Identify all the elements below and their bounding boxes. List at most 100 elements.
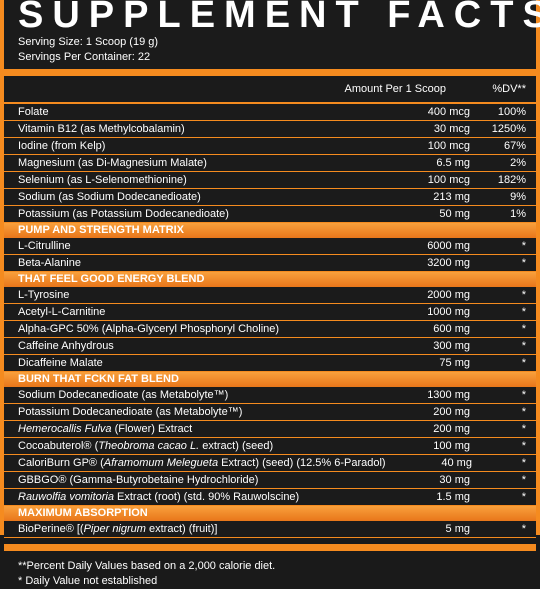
ingredient-dv: *	[521, 357, 526, 369]
ingredient-name: Potassium (as Potassium Dodecanedioate)	[18, 208, 229, 220]
ingredient-dv: *	[521, 323, 526, 335]
table-row: Potassium Dodecanedioate (as Metabolyte™…	[4, 404, 536, 421]
table-row: Hemerocallis Fulva (Flower) Extract 200 m…	[4, 421, 536, 438]
ingredient-name: L-Tyrosine	[18, 289, 70, 301]
ingredient-amount: 30 mcg	[433, 123, 470, 135]
ingredient-name: CaloriBurn GP® (Aframomum Melegueta Extr…	[18, 457, 386, 469]
ingredient-amount: 6.5 mg	[436, 157, 470, 169]
ingredient-dv: *	[521, 306, 526, 318]
table-row: GBBGO® (Gamma-Butyrobetaine Hydrochlorid…	[4, 472, 536, 489]
servings-per-container: Servings Per Container: 22	[18, 51, 151, 63]
section-header: PUMP AND STRENGTH MATRIX	[4, 223, 536, 238]
table-row: BioPerine® [(Piper nigrum extract) (frui…	[4, 521, 536, 538]
ingredient-dv: 100%	[497, 106, 526, 118]
ingredient-amount: 400 mcg	[427, 106, 470, 118]
table-row: Sodium (as Sodium Dodecanedioate) 213 mg 9…	[4, 189, 536, 206]
table-row: Selenium (as L-Selenomethionine) 100 mcg 1…	[4, 172, 536, 189]
table-row: Beta-Alanine 3200 mg *	[4, 255, 536, 272]
ingredient-dv: *	[521, 257, 526, 269]
ingredient-amount: 6000 mg	[427, 240, 470, 252]
ingredient-amount: 50 mg	[439, 208, 470, 220]
ingredient-dv: *	[521, 423, 526, 435]
footnote-not-established: * Daily Value not established	[18, 575, 158, 587]
ingredient-name: Iodine (from Kelp)	[18, 140, 106, 152]
amount-column-label: Amount Per 1 Scoop	[344, 83, 446, 95]
table-row: Cocoabuterol® (Theobroma cacao L. extrac…	[4, 438, 536, 455]
ingredient-name: Magnesium (as Di-Magnesium Malate)	[18, 157, 207, 169]
ingredient-name: Rauwolfia vomitoria Extract (root) (std.…	[18, 491, 300, 503]
ingredient-name: Caffeine Anhydrous	[18, 340, 114, 352]
ingredient-dv: *	[521, 491, 526, 503]
ingredient-name: Beta-Alanine	[18, 257, 81, 269]
ingredient-name: Alpha-GPC 50% (Alpha-Glyceryl Phosphoryl…	[18, 323, 280, 335]
section-header: BURN THAT FCKN FAT BLEND	[4, 372, 536, 387]
table-row: Caffeine Anhydrous 300 mg *	[4, 338, 536, 355]
ingredient-name: BioPerine® [(Piper nigrum extract) (frui…	[18, 523, 218, 535]
ingredient-name: Folate	[18, 106, 49, 118]
dv-column-label: %DV**	[492, 83, 526, 95]
section-header: THAT FEEL GOOD ENERGY BLEND	[4, 272, 536, 287]
ingredient-dv: *	[521, 474, 526, 486]
section-header: MAXIMUM ABSORPTION	[4, 506, 536, 521]
table-row: Folate 400 mcg 100%	[4, 104, 536, 121]
ingredient-amount: 1300 mg	[427, 389, 470, 401]
ingredient-name: Vitamin B12 (as Methylcobalamin)	[18, 123, 185, 135]
ingredient-dv: *	[521, 457, 526, 469]
facts-table: Folate 400 mcg 100% Vitamin B12 (as Methylc…	[4, 104, 536, 538]
ingredient-dv: 1250%	[491, 123, 526, 135]
ingredient-name: Selenium (as L-Selenomethionine)	[18, 174, 187, 186]
table-row: L-Tyrosine 2000 mg *	[4, 287, 536, 304]
ingredient-amount: 100 mcg	[427, 174, 470, 186]
ingredient-name: Acetyl-L-Carnitine	[18, 306, 106, 318]
column-header: Amount Per 1 Scoop %DV**	[4, 76, 536, 104]
ingredient-amount: 100 mg	[433, 440, 470, 452]
ingredient-name: Dicaffeine Malate	[18, 357, 103, 369]
ingredient-amount: 300 mg	[433, 340, 470, 352]
ingredient-amount: 100 mcg	[427, 140, 470, 152]
table-row: Iodine (from Kelp) 100 mcg 67%	[4, 138, 536, 155]
ingredient-dv: 2%	[510, 157, 526, 169]
ingredient-amount: 5 mg	[445, 523, 470, 535]
ingredient-amount: 30 mg	[439, 474, 470, 486]
ingredient-name: Sodium (as Sodium Dodecanedioate)	[18, 191, 201, 203]
ingredient-name: Cocoabuterol® (Theobroma cacao L. extrac…	[18, 440, 274, 452]
table-row: Rauwolfia vomitoria Extract (root) (std.…	[4, 489, 536, 506]
table-row: Alpha-GPC 50% (Alpha-Glyceryl Phosphoryl…	[4, 321, 536, 338]
ingredient-amount: 600 mg	[433, 323, 470, 335]
ingredient-amount: 213 mg	[433, 191, 470, 203]
ingredient-dv: 9%	[510, 191, 526, 203]
table-row: Vitamin B12 (as Methylcobalamin) 30 mcg 12…	[4, 121, 536, 138]
table-row: Magnesium (as Di-Magnesium Malate) 6.5 mg…	[4, 155, 536, 172]
ingredient-dv: *	[521, 240, 526, 252]
ingredient-name: L-Citrulline	[18, 240, 71, 252]
ingredient-dv: *	[521, 523, 526, 535]
ingredient-name: Hemerocallis Fulva (Flower) Extract	[18, 423, 193, 435]
ingredient-name: Sodium Dodecanedioate (as Metabolyte™)	[18, 389, 229, 401]
ingredient-amount: 2000 mg	[427, 289, 470, 301]
table-row: Acetyl-L-Carnitine 1000 mg *	[4, 304, 536, 321]
ingredient-dv: *	[521, 289, 526, 301]
ingredient-amount: 1.5 mg	[436, 491, 470, 503]
ingredient-dv: *	[521, 340, 526, 352]
serving-size: Serving Size: 1 Scoop (19 g)	[18, 36, 159, 48]
table-row: L-Citrulline 6000 mg *	[4, 238, 536, 255]
ingredient-amount: 3200 mg	[427, 257, 470, 269]
ingredient-dv: *	[521, 389, 526, 401]
ingredient-dv: 1%	[510, 208, 526, 220]
table-row: Dicaffeine Malate 75 mg *	[4, 355, 536, 372]
ingredient-amount: 40 mg	[441, 457, 472, 469]
table-row: Sodium Dodecanedioate (as Metabolyte™) 13…	[4, 387, 536, 404]
ingredient-dv: *	[521, 440, 526, 452]
ingredient-dv: 67%	[503, 140, 526, 152]
top-divider	[4, 69, 536, 76]
ingredient-amount: 200 mg	[433, 406, 470, 418]
ingredient-amount: 1000 mg	[427, 306, 470, 318]
ingredient-dv: 182%	[497, 174, 526, 186]
panel-title: SUPPLEMENT FACTS	[18, 0, 540, 36]
ingredient-amount: 75 mg	[439, 357, 470, 369]
ingredient-dv: *	[521, 406, 526, 418]
bottom-divider	[4, 544, 536, 551]
footnote-dv: **Percent Daily Values based on a 2,000 …	[18, 560, 276, 572]
table-row: Potassium (as Potassium Dodecanedioate) 5…	[4, 206, 536, 223]
